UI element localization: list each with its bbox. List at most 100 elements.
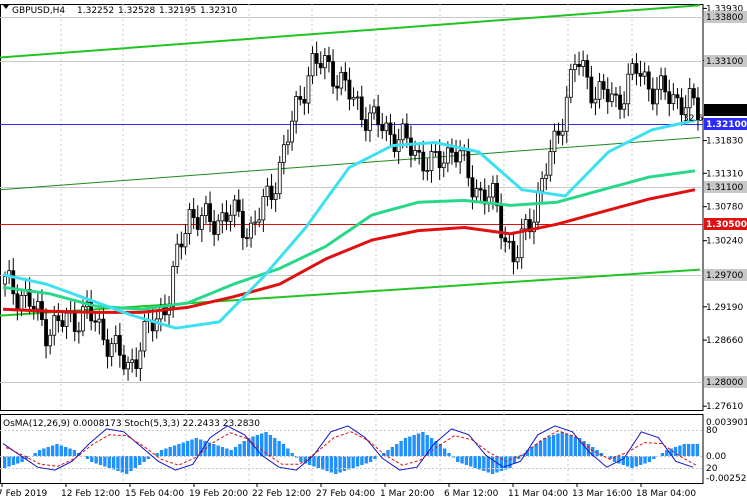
osma-bar (342, 456, 347, 471)
osma-bar (695, 444, 699, 456)
candle-body (454, 151, 458, 163)
osma-bar (90, 456, 94, 462)
candle-body (310, 53, 315, 77)
candle-body (249, 222, 253, 239)
osma-bar (124, 456, 129, 474)
candle-body (76, 330, 81, 333)
candle-body (60, 320, 65, 327)
osma-bar (399, 441, 403, 456)
y-axis-label: 1.33930 (706, 4, 743, 14)
osma-bar (159, 450, 164, 456)
candle-body (445, 147, 450, 164)
header-symbol: GBPUSD,H4 (12, 6, 65, 16)
header-ohlc-value: 1.32252 (77, 6, 114, 16)
candle-body (655, 88, 659, 105)
candle-body (130, 359, 135, 363)
osma-bar (120, 456, 124, 473)
osma-bar (111, 456, 116, 470)
osma-bar (621, 456, 625, 465)
candle-body (696, 97, 700, 120)
candle-body (212, 221, 217, 235)
candle-body (470, 177, 475, 198)
osma-bar (20, 456, 24, 462)
osma-bar (473, 456, 477, 468)
osma-bar (220, 447, 225, 456)
osma-bar (665, 450, 669, 456)
candle-body (56, 315, 61, 322)
candle-body (351, 96, 356, 100)
candle-body (667, 91, 672, 105)
candle-body (187, 209, 192, 234)
candle-body (568, 69, 573, 98)
osma-bar (138, 456, 142, 465)
osma-bar (578, 438, 582, 456)
osma-bar (617, 456, 621, 464)
candle-body (142, 321, 147, 352)
candle-body (314, 53, 319, 64)
candle-body (540, 178, 545, 192)
osma-bar (647, 456, 652, 462)
candle-body (503, 237, 508, 243)
candle-body (31, 305, 36, 310)
candle-body (113, 335, 118, 345)
osma-bar (238, 444, 242, 456)
osma-bar (290, 453, 294, 456)
osma-bar (447, 453, 451, 456)
osma-bar (59, 445, 63, 456)
candle-body (322, 55, 327, 69)
candle-body (589, 76, 594, 104)
candle-body (581, 60, 586, 67)
osma-bar (569, 435, 573, 456)
osma-bar (103, 456, 107, 467)
osma-bar (3, 456, 7, 468)
candle-body (175, 243, 180, 267)
osma-bar (216, 445, 220, 456)
osma-bar (181, 442, 185, 456)
osma-bar (177, 444, 181, 456)
candle-body (413, 150, 417, 156)
level-badge (704, 118, 747, 130)
candle-body (458, 150, 463, 163)
candle-body (191, 209, 196, 218)
osma-bar (652, 456, 656, 459)
osma-bar (255, 435, 260, 456)
candle-body (195, 217, 200, 230)
candle-body (224, 212, 229, 222)
candle-body (306, 75, 311, 104)
osma-bar (538, 441, 543, 456)
level-badge-label: 1.28000 (706, 378, 743, 388)
candle-body (400, 123, 405, 141)
osma-bar (155, 453, 159, 456)
level-badge (704, 55, 747, 67)
candle-body (626, 73, 631, 105)
stoch-d-line (5, 430, 697, 467)
candle-body (433, 151, 438, 153)
osma-bar (277, 441, 281, 456)
osma-bar (512, 456, 517, 464)
candle-body (117, 335, 122, 356)
candle-body (388, 122, 393, 136)
osma-bar (421, 432, 425, 456)
x-axis-label: 12 Feb 12:00 (61, 489, 120, 499)
candle-body (368, 112, 372, 131)
candle-body (532, 221, 536, 233)
candle-body (659, 75, 663, 90)
osc-level-label: 80 (706, 426, 718, 436)
candle-body (380, 124, 385, 132)
candle-body (138, 350, 143, 369)
candle-body (290, 120, 294, 143)
osma-bar (98, 456, 103, 465)
candle-body (495, 182, 499, 207)
x-axis-label: 13 Mar 16:00 (572, 489, 632, 499)
osma-bar (608, 456, 612, 459)
channel-line-upper (0, 4, 701, 59)
candle-body (511, 240, 516, 263)
osma-bar (146, 456, 151, 459)
osma-bar (508, 456, 512, 468)
candle-body (35, 301, 40, 310)
osma-bar (312, 456, 316, 467)
osma-bar (33, 453, 37, 456)
candle-body (622, 103, 627, 110)
